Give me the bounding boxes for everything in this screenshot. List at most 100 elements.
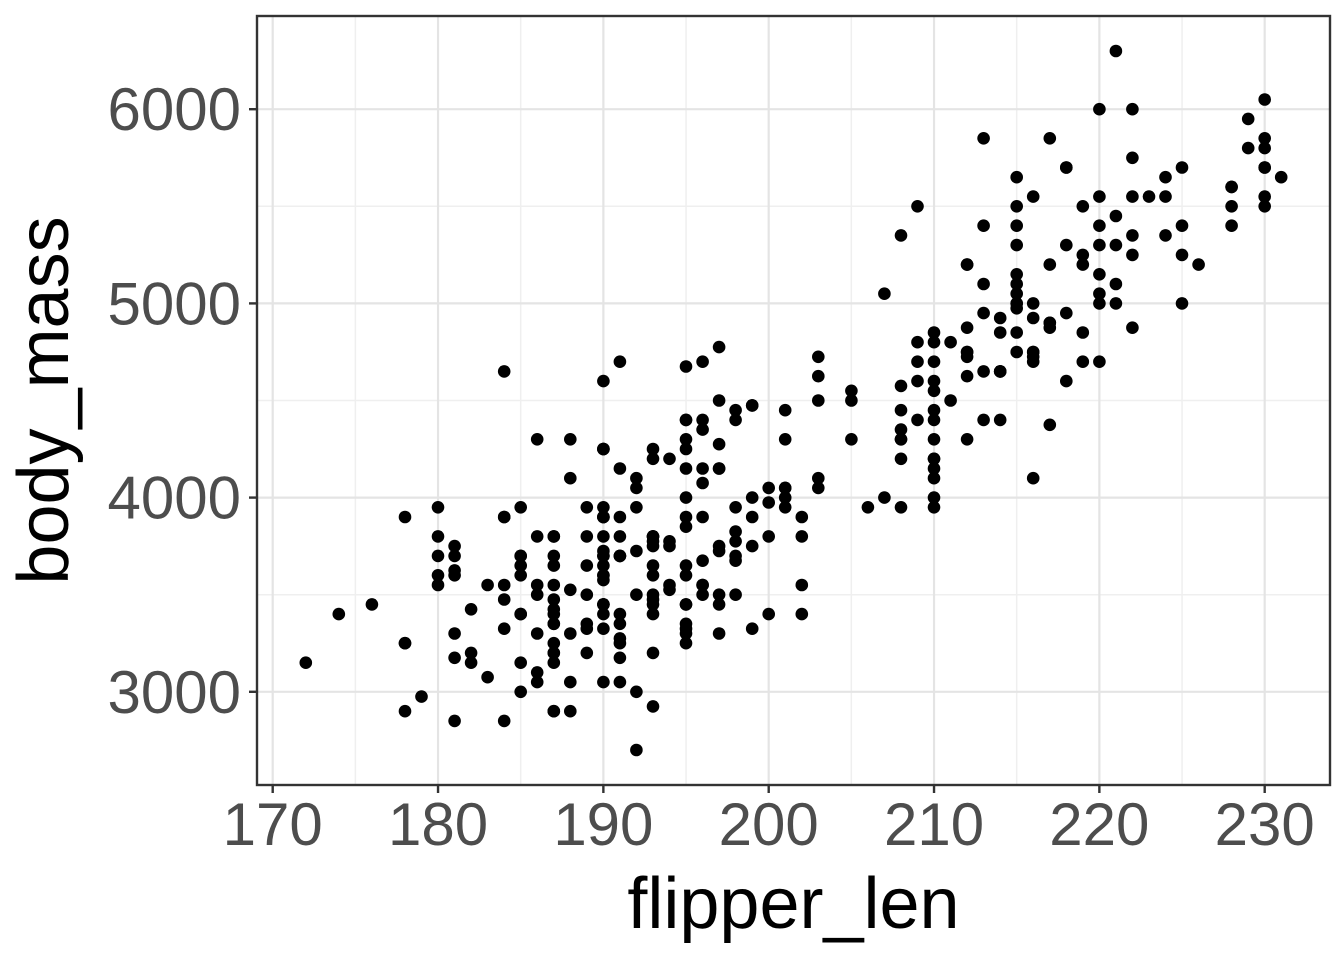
data-point (845, 394, 858, 407)
data-point (514, 685, 527, 699)
x-tick-label: 230 (1215, 791, 1315, 858)
data-point (696, 462, 709, 475)
panel-border (255, 14, 1332, 787)
data-point (1043, 418, 1057, 432)
data-point (927, 335, 941, 349)
data-point (514, 569, 527, 582)
data-point (878, 491, 891, 504)
data-point (613, 510, 627, 524)
data-point (762, 530, 775, 543)
data-point (1043, 258, 1057, 271)
data-point (894, 403, 908, 417)
data-point (845, 384, 858, 398)
data-point (993, 413, 1007, 427)
data-point (530, 530, 544, 543)
data-point (431, 569, 445, 582)
data-point (679, 491, 693, 504)
data-point (431, 578, 445, 592)
data-point (927, 355, 941, 369)
data-point (1109, 297, 1123, 310)
x-tick-label: 170 (223, 791, 323, 858)
y-tick-label: 4000 (108, 465, 241, 532)
data-point (729, 588, 742, 601)
data-point (745, 622, 759, 635)
data-point (1093, 102, 1106, 116)
data-point (679, 413, 693, 427)
data-point (564, 675, 577, 689)
data-point (1093, 268, 1106, 281)
data-point (646, 535, 660, 548)
data-point (597, 598, 610, 611)
data-point (332, 607, 346, 621)
data-point (977, 413, 990, 427)
data-point (547, 656, 561, 669)
data-point (1225, 200, 1238, 213)
data-point (696, 578, 709, 592)
data-point (712, 394, 726, 407)
data-point (497, 578, 511, 592)
data-point (530, 433, 544, 446)
data-point (845, 433, 858, 446)
data-point (993, 326, 1007, 339)
data-point (993, 311, 1007, 325)
data-point (927, 403, 941, 417)
data-point (630, 544, 643, 558)
tick-marks (249, 108, 1266, 793)
data-point (630, 471, 643, 485)
data-point (448, 714, 461, 728)
data-point (696, 476, 709, 490)
data-point (778, 501, 792, 514)
data-point (1175, 161, 1189, 174)
data-point (1076, 326, 1090, 339)
data-point (1010, 302, 1023, 315)
data-point (745, 399, 759, 412)
data-point (679, 462, 693, 475)
data-point (564, 471, 577, 485)
data-point (1010, 326, 1023, 339)
data-point (448, 539, 461, 553)
data-point (1258, 190, 1271, 203)
data-point (514, 607, 527, 621)
data-point (1093, 287, 1106, 301)
data-point (1043, 132, 1057, 145)
data-point (1175, 297, 1189, 310)
data-point (745, 491, 759, 504)
data-point (1109, 238, 1123, 252)
data-point (927, 462, 941, 475)
data-point (1109, 44, 1123, 58)
data-point (679, 433, 693, 446)
data-point (795, 510, 809, 524)
data-point (1241, 112, 1255, 126)
data-point (1010, 287, 1023, 301)
data-point (580, 501, 594, 514)
data-point (613, 607, 627, 621)
data-point (547, 593, 561, 606)
x-tick-label: 190 (553, 791, 653, 858)
data-point (927, 433, 941, 446)
data-point (795, 530, 809, 543)
data-point (878, 287, 891, 301)
data-point (778, 481, 792, 495)
data-point (597, 573, 610, 587)
data-point (564, 704, 577, 718)
data-point (1026, 311, 1040, 325)
data-point (481, 578, 494, 592)
data-point (646, 700, 660, 713)
data-point (597, 622, 610, 635)
data-point (679, 598, 693, 611)
data-point (1258, 132, 1271, 145)
data-point (497, 622, 511, 635)
data-point (762, 481, 775, 495)
data-point (464, 656, 478, 669)
data-point (894, 501, 908, 514)
data-point (696, 423, 709, 436)
data-point (812, 369, 825, 383)
data-point (679, 636, 693, 650)
data-point (1126, 190, 1139, 203)
data-point (663, 452, 676, 466)
data-point (894, 452, 908, 466)
data-point (630, 481, 643, 495)
data-point (679, 617, 693, 631)
data-point (613, 549, 627, 563)
data-point (398, 704, 412, 718)
